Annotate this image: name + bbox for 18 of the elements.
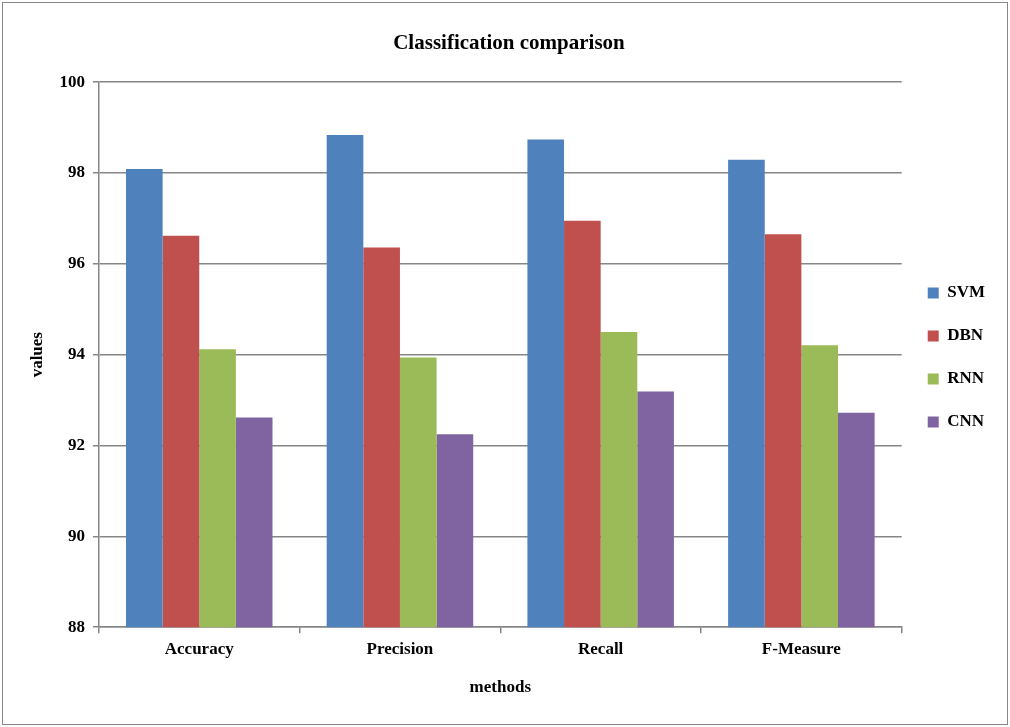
- x-tick-label: Accuracy: [164, 638, 235, 658]
- y-tick-label: 94: [67, 344, 86, 364]
- legend-label: SVM: [947, 282, 985, 302]
- chart-title: Classification comparison: [393, 30, 626, 55]
- legend-label: RNN: [947, 368, 985, 388]
- y-tick-label: 92: [67, 434, 85, 454]
- x-tick-label: F-Measure: [761, 638, 842, 658]
- x-tick-label: Precision: [366, 638, 434, 658]
- x-axis-title: methods: [469, 677, 532, 697]
- y-tick-label: 88: [67, 616, 85, 636]
- legend-label: CNN: [947, 411, 985, 431]
- y-tick-label: 96: [67, 253, 85, 273]
- y-axis-title: values: [26, 331, 46, 378]
- y-tick-label: 98: [67, 162, 85, 182]
- y-tick-label: 90: [67, 525, 85, 545]
- legend-label: DBN: [947, 325, 984, 345]
- y-tick-label: 100: [59, 71, 85, 91]
- x-tick-label: Recall: [578, 638, 624, 658]
